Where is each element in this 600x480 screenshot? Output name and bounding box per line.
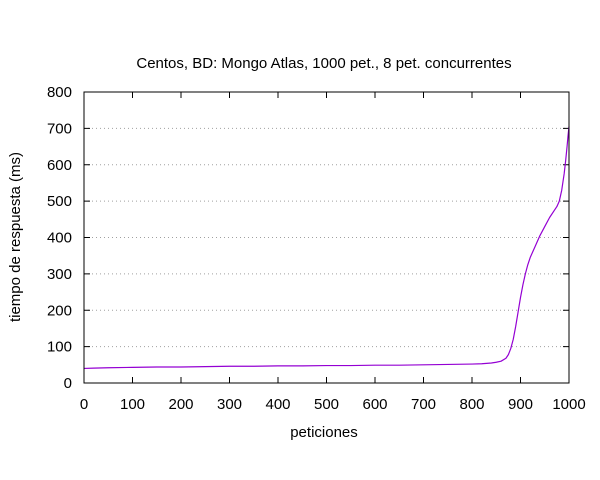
y-tick-label: 400: [47, 230, 72, 247]
x-tick-label: 1000: [552, 396, 585, 413]
x-tick-label: 200: [168, 396, 193, 413]
x-tick-label: 400: [265, 396, 290, 413]
x-tick-label: 100: [120, 396, 145, 413]
y-tick-label: 700: [47, 120, 72, 137]
x-tick-label: 800: [459, 396, 484, 413]
y-tick-label: 0: [64, 375, 72, 392]
x-tick-label: 500: [314, 396, 339, 413]
grid-lines: [84, 127, 569, 348]
y-tick-label: 100: [47, 339, 72, 356]
plot-area: [83, 91, 570, 384]
series-line: [83, 126, 570, 370]
y-tick-label: 300: [47, 266, 72, 283]
y-axis-label: tiempo de respuesta (ms): [7, 152, 24, 322]
x-tick-label: 900: [508, 396, 533, 413]
axis-ticks: 0 100 200 300 400 500 600 700 800 0 100 200 300 400 50…: [47, 84, 586, 413]
y-tick-label: 200: [47, 302, 72, 319]
x-tick-label: 600: [362, 396, 387, 413]
x-tick-label: 0: [80, 396, 88, 413]
chart-title: Centos, BD: Mongo Atlas, 1000 pet., 8 pe…: [136, 55, 511, 72]
x-axis-label: peticiones: [290, 424, 358, 441]
x-tick-label: 700: [411, 396, 436, 413]
x-tick-label: 300: [217, 396, 242, 413]
y-tick-label: 800: [47, 84, 72, 101]
series-group: [83, 126, 570, 370]
y-tick-label: 500: [47, 193, 72, 210]
y-tick-label: 600: [47, 157, 72, 174]
